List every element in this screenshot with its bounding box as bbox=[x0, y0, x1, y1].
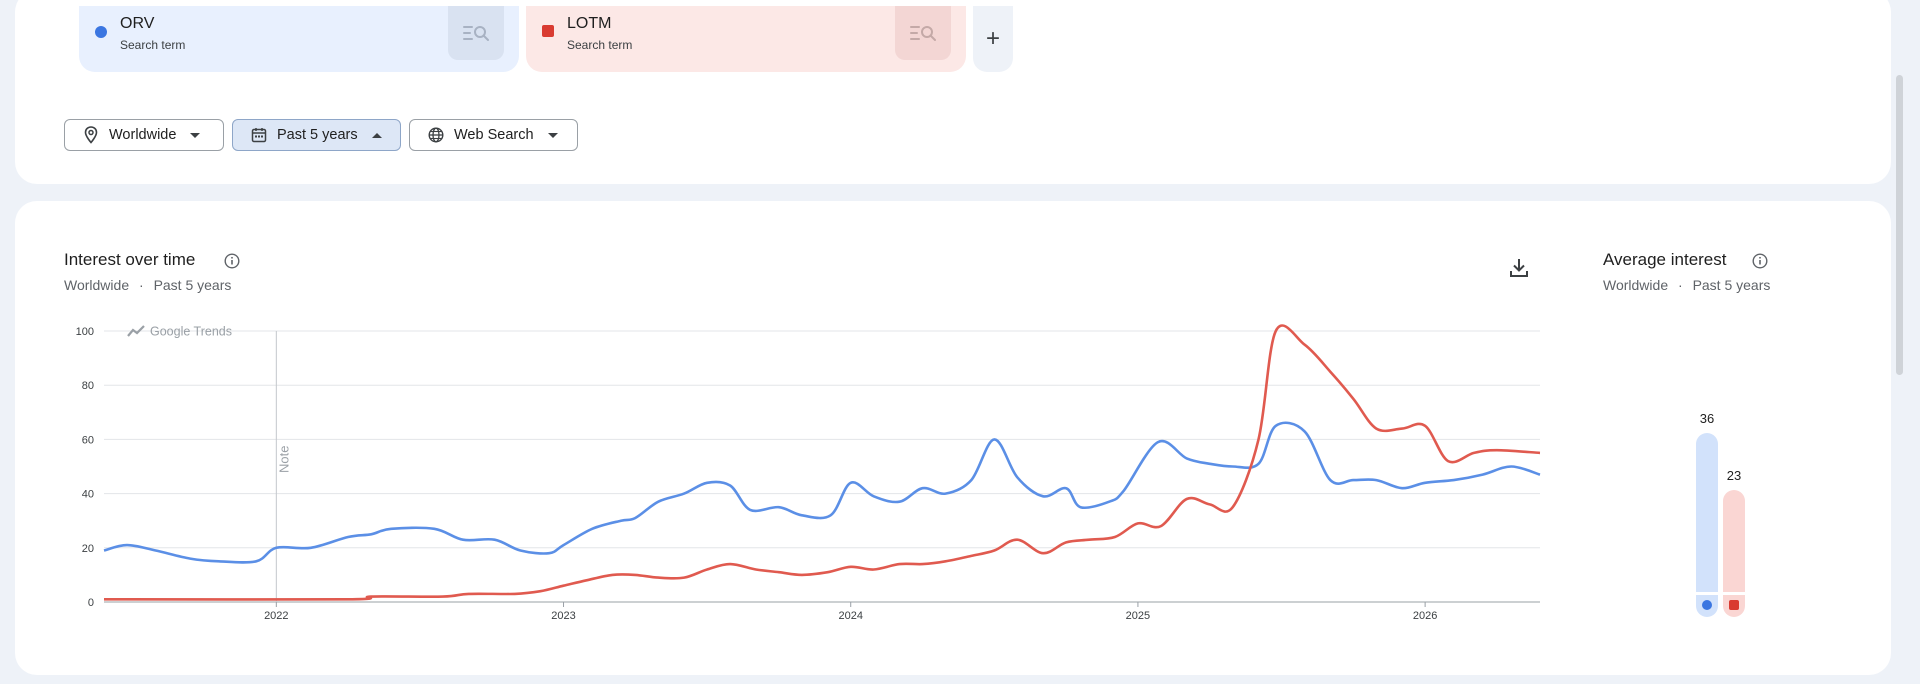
search-list-icon bbox=[910, 26, 936, 41]
average-bar-orv bbox=[1696, 433, 1718, 617]
location-filter-label: Worldwide bbox=[109, 127, 177, 143]
subtitle-separator: · bbox=[139, 277, 144, 293]
chevron-down-icon bbox=[547, 132, 558, 138]
location-pin-icon bbox=[82, 126, 100, 144]
average-value-lotm: 23 bbox=[1726, 467, 1742, 483]
x-tick-label: 2022 bbox=[264, 610, 288, 620]
subtitle-separator: · bbox=[1678, 277, 1683, 293]
bar-separator bbox=[1696, 591, 1718, 595]
search-list-icon bbox=[463, 26, 489, 41]
globe-icon bbox=[427, 126, 445, 144]
interest-card bbox=[15, 201, 1891, 675]
subtitle-time-range: Past 5 years bbox=[153, 277, 232, 293]
search-term-name: ORV bbox=[120, 15, 155, 32]
search-terms-card: ORV Search term LOTM Search term + bbox=[15, 0, 1891, 184]
google-trends-watermark: Google Trends bbox=[127, 325, 232, 339]
trend-logo-icon bbox=[127, 325, 145, 337]
y-tick-label: 20 bbox=[82, 543, 94, 555]
property-filter-chip[interactable]: Web Search bbox=[409, 119, 578, 151]
chevron-down-icon bbox=[190, 132, 201, 138]
interest-over-time-chart: 0 20 40 60 80 100 2022 2023 2024 2025 2026 Note Go… bbox=[76, 324, 1541, 620]
subtitle-time-range: Past 5 years bbox=[1692, 277, 1771, 293]
average-interest-title: Average interest bbox=[1603, 250, 1727, 269]
subtitle-location: Worldwide bbox=[1603, 277, 1669, 293]
y-tick-label: 100 bbox=[76, 326, 94, 338]
search-term-orv[interactable]: ORV Search term bbox=[79, 6, 519, 72]
average-bar-lotm bbox=[1723, 489, 1745, 617]
download-icon[interactable] bbox=[1509, 257, 1529, 279]
add-term-button[interactable]: + bbox=[973, 6, 1013, 72]
search-term-lotm[interactable]: LOTM Search term bbox=[526, 6, 966, 72]
page-scrollbar[interactable] bbox=[1896, 75, 1903, 375]
series-line-orv bbox=[103, 421, 1541, 564]
x-tick-label: 2026 bbox=[1413, 610, 1437, 620]
y-tick-label: 60 bbox=[82, 434, 94, 446]
compare-list-button[interactable] bbox=[895, 6, 951, 60]
time-range-filter-chip[interactable]: Past 5 years bbox=[232, 119, 401, 151]
orv-color-dot bbox=[95, 26, 107, 38]
y-tick-label: 40 bbox=[82, 489, 94, 501]
calendar-icon bbox=[250, 126, 268, 144]
x-tick-label: 2023 bbox=[551, 610, 575, 620]
search-term-name: LOTM bbox=[567, 15, 612, 32]
property-filter-label: Web Search bbox=[454, 127, 534, 143]
interest-over-time-title: Interest over time bbox=[64, 250, 196, 269]
orv-color-dot bbox=[1702, 599, 1712, 610]
y-tick-label: 0 bbox=[88, 597, 94, 609]
search-term-type: Search term bbox=[567, 38, 633, 52]
x-tick-label: 2025 bbox=[1126, 610, 1150, 620]
time-range-filter-label: Past 5 years bbox=[277, 127, 358, 143]
info-icon[interactable] bbox=[224, 253, 240, 269]
bar-separator bbox=[1723, 591, 1745, 595]
search-term-type: Search term bbox=[120, 38, 186, 52]
series-line-lotm bbox=[103, 324, 1541, 601]
y-tick-label: 80 bbox=[82, 380, 94, 392]
note-label[interactable]: Note bbox=[276, 446, 291, 473]
average-value-orv: 36 bbox=[1699, 411, 1715, 427]
location-filter-chip[interactable]: Worldwide bbox=[64, 119, 224, 151]
subtitle-location: Worldwide bbox=[64, 277, 130, 293]
info-icon[interactable] bbox=[1752, 253, 1768, 269]
average-interest-subtitle: Worldwide · Past 5 years bbox=[1603, 277, 1770, 293]
interest-over-time-subtitle: Worldwide · Past 5 years bbox=[64, 277, 231, 293]
compare-list-button[interactable] bbox=[448, 6, 504, 60]
lotm-color-square bbox=[542, 25, 554, 37]
chevron-up-icon bbox=[371, 132, 382, 138]
lotm-color-square bbox=[1729, 599, 1739, 610]
watermark-text: Google Trends bbox=[150, 325, 232, 339]
x-tick-label: 2024 bbox=[838, 610, 862, 620]
